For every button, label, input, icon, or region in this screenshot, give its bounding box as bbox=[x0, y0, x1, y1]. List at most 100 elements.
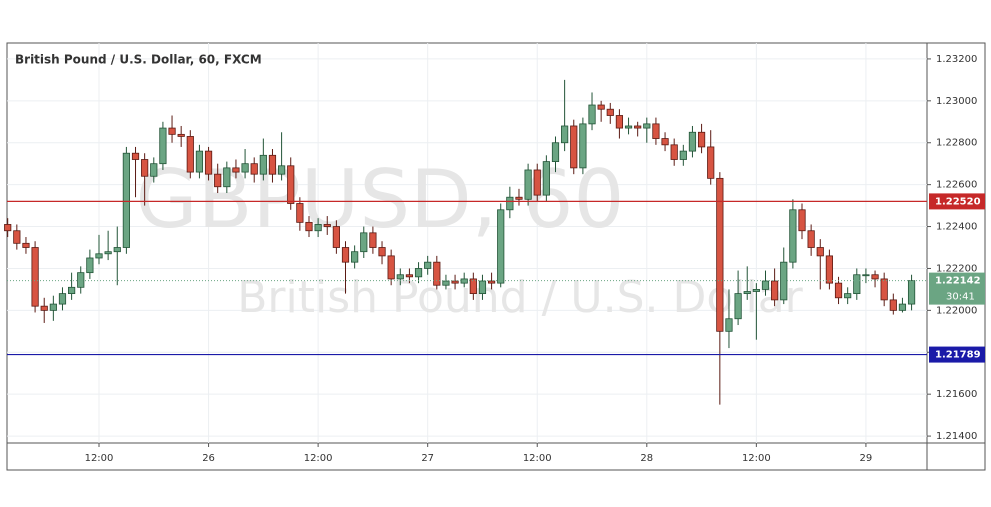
candle-body bbox=[825, 255, 834, 284]
candle-body bbox=[734, 293, 742, 320]
candle-body bbox=[898, 303, 907, 311]
y-tick-label: 1.22200 bbox=[936, 263, 977, 274]
candle-body bbox=[460, 278, 468, 284]
plot bbox=[4, 79, 916, 405]
y-tick-label: 1.22000 bbox=[936, 305, 977, 316]
candle-body bbox=[615, 115, 624, 129]
candle-body bbox=[332, 226, 340, 248]
candle-body bbox=[871, 274, 879, 280]
candle-body bbox=[360, 232, 368, 253]
candle-body bbox=[141, 159, 149, 177]
candle-body bbox=[296, 203, 304, 223]
candle-body bbox=[816, 247, 824, 257]
candle-body bbox=[314, 224, 322, 232]
candle-body bbox=[77, 272, 85, 288]
candle-body bbox=[40, 305, 48, 311]
candle-body bbox=[259, 154, 267, 175]
y-tick-label: 1.22800 bbox=[936, 138, 977, 149]
candle-body bbox=[369, 232, 377, 248]
candle-body bbox=[22, 242, 30, 248]
countdown: 30:41 bbox=[946, 292, 975, 303]
candle-body bbox=[844, 293, 852, 299]
candle-body bbox=[780, 261, 788, 301]
candle-body bbox=[405, 274, 414, 278]
candle-body bbox=[204, 150, 213, 175]
candle-body bbox=[789, 209, 797, 263]
candle-body bbox=[515, 196, 523, 200]
x-tick-label: 12:00 bbox=[742, 453, 771, 464]
candle-body bbox=[277, 165, 286, 175]
candle-body bbox=[771, 280, 779, 301]
candle-body bbox=[889, 299, 897, 311]
candle-body bbox=[4, 224, 12, 232]
level-tag bbox=[929, 193, 985, 210]
candle-body bbox=[378, 247, 386, 257]
candle-body bbox=[351, 251, 359, 263]
candle-body bbox=[907, 280, 916, 305]
x-tick-label: 12:00 bbox=[523, 453, 552, 464]
candle-body bbox=[250, 163, 258, 175]
x-tick-label: 28 bbox=[640, 453, 653, 464]
x-tick-label: 27 bbox=[421, 453, 434, 464]
candle-body bbox=[634, 125, 642, 129]
candle-body bbox=[707, 146, 715, 179]
candle-body bbox=[597, 104, 605, 110]
candle-body bbox=[387, 255, 395, 280]
candle-body bbox=[451, 280, 459, 284]
candle-body bbox=[168, 127, 176, 135]
y-tick-label: 1.22600 bbox=[936, 180, 977, 191]
candle-body bbox=[670, 144, 678, 160]
candle-body bbox=[469, 278, 477, 295]
level-tag-label: 1.21789 bbox=[935, 350, 981, 361]
y-tick-label: 1.21600 bbox=[936, 389, 977, 400]
candle-body bbox=[697, 131, 706, 148]
candle-body bbox=[31, 247, 39, 307]
candle-body bbox=[853, 274, 861, 295]
candle-body bbox=[195, 150, 204, 173]
candle-body bbox=[95, 253, 103, 259]
candle-body bbox=[223, 167, 231, 188]
candle-body bbox=[524, 169, 532, 200]
candle-body bbox=[551, 142, 560, 162]
candle-body bbox=[542, 161, 550, 196]
candle-body bbox=[442, 280, 450, 286]
candle-body bbox=[341, 247, 350, 263]
x-tick-label: 12:00 bbox=[304, 453, 333, 464]
candle-body bbox=[131, 152, 140, 160]
candle-body bbox=[86, 257, 94, 274]
candle-body bbox=[643, 123, 651, 129]
candle-body bbox=[725, 318, 733, 332]
candle-body bbox=[761, 280, 770, 290]
candle-body bbox=[688, 131, 697, 152]
candle-body bbox=[561, 125, 569, 144]
candle-body bbox=[752, 289, 760, 292]
candle-body bbox=[497, 209, 505, 284]
candle-body bbox=[478, 280, 487, 295]
candle-body bbox=[579, 123, 587, 169]
chart-frame bbox=[6, 42, 986, 471]
candle-body bbox=[424, 261, 432, 269]
candle-body bbox=[49, 303, 57, 311]
chart-title: British Pound / U.S. Dollar, 60, FXCM bbox=[15, 53, 262, 67]
candle-body bbox=[661, 138, 669, 146]
candle-body bbox=[487, 280, 496, 284]
candle-body bbox=[414, 268, 423, 278]
candle-body bbox=[506, 196, 514, 211]
candle-body bbox=[113, 247, 121, 253]
candle-body bbox=[68, 286, 76, 295]
candle-body bbox=[268, 154, 277, 175]
candle-body bbox=[862, 274, 870, 277]
x-tick-label: 12:00 bbox=[85, 453, 114, 464]
candle-body bbox=[58, 293, 67, 305]
last-price-label: 1.22142 bbox=[935, 276, 981, 287]
candle-body bbox=[305, 221, 313, 232]
candle-body bbox=[606, 108, 614, 116]
candle-body bbox=[122, 152, 130, 248]
candle-body bbox=[177, 133, 185, 137]
candle-body bbox=[104, 251, 112, 255]
candle-body bbox=[214, 173, 222, 188]
candle-body bbox=[807, 230, 815, 248]
level-tag bbox=[929, 346, 985, 363]
y-tick-label: 1.22400 bbox=[936, 222, 977, 233]
